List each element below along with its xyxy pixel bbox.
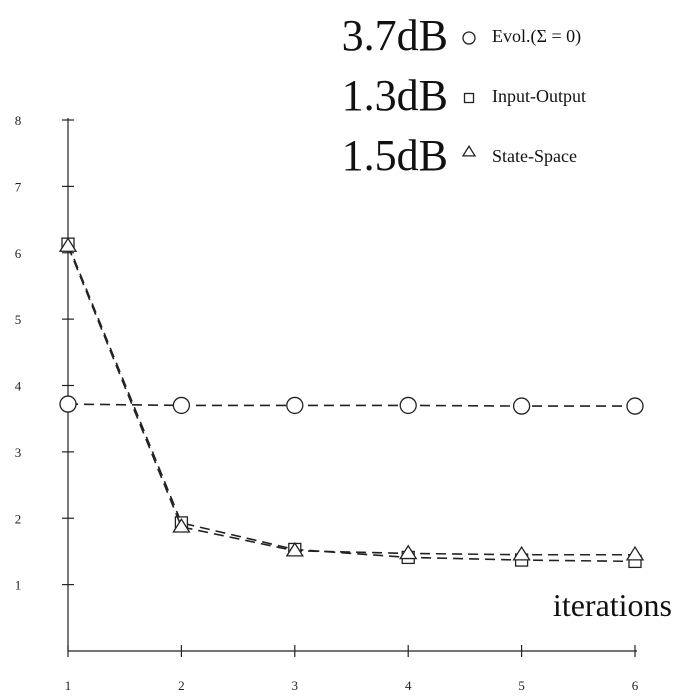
data-point bbox=[59, 395, 77, 413]
data-point bbox=[626, 397, 644, 415]
y-tick-label: 6 bbox=[15, 246, 22, 261]
series-group bbox=[58, 237, 645, 569]
x-tick-label: 1 bbox=[65, 678, 72, 693]
x-tick-label: 5 bbox=[518, 678, 525, 693]
y-tick-label: 2 bbox=[15, 511, 22, 526]
series-line bbox=[67, 403, 635, 407]
legend-marker bbox=[461, 145, 477, 157]
x-axis-title: iterations bbox=[553, 587, 672, 623]
series-input-output bbox=[61, 237, 642, 569]
legend-marker bbox=[463, 92, 475, 104]
y-tick-label: 4 bbox=[15, 379, 22, 394]
y-tick-label: 7 bbox=[15, 179, 22, 194]
data-point bbox=[625, 545, 645, 561]
data-point bbox=[399, 544, 418, 560]
data-point bbox=[285, 541, 304, 557]
y-tick-label: 8 bbox=[15, 113, 22, 128]
x-tick-label: 6 bbox=[632, 678, 639, 693]
data-point bbox=[399, 396, 417, 415]
legend-summary: 1.5dB bbox=[342, 131, 448, 180]
data-point bbox=[286, 396, 304, 415]
y-tick-label: 3 bbox=[15, 445, 22, 460]
legend-marker bbox=[462, 31, 476, 45]
axes: 1 2 3 4 5 6 7 8 1 2 3 4 5 6 bbox=[15, 113, 639, 693]
x-tick-label: 4 bbox=[405, 678, 412, 693]
legend-label: Evol.(Σ = 0) bbox=[492, 26, 581, 47]
x-tick-label: 2 bbox=[178, 678, 185, 693]
legend: 3.7dB Evol.(Σ = 0) 1.3dB Input-Output 1.5dB S… bbox=[342, 11, 586, 180]
series-evol-0 bbox=[59, 395, 644, 415]
legend-summary: 3.7dB bbox=[342, 11, 448, 60]
data-point bbox=[172, 517, 191, 533]
series-line bbox=[67, 243, 636, 563]
data-point bbox=[172, 396, 191, 415]
y-tick-label: 5 bbox=[15, 312, 22, 327]
y-tick-label: 1 bbox=[15, 578, 22, 593]
x-tick-label: 3 bbox=[292, 678, 299, 693]
data-point bbox=[58, 237, 78, 252]
legend-label: State-Space bbox=[492, 146, 577, 166]
series-line bbox=[67, 245, 635, 556]
legend-label: Input-Output bbox=[492, 86, 586, 106]
legend-summary: 1.3dB bbox=[342, 71, 448, 120]
series-state-space bbox=[58, 237, 645, 561]
data-point bbox=[512, 545, 531, 561]
data-point bbox=[512, 397, 531, 415]
